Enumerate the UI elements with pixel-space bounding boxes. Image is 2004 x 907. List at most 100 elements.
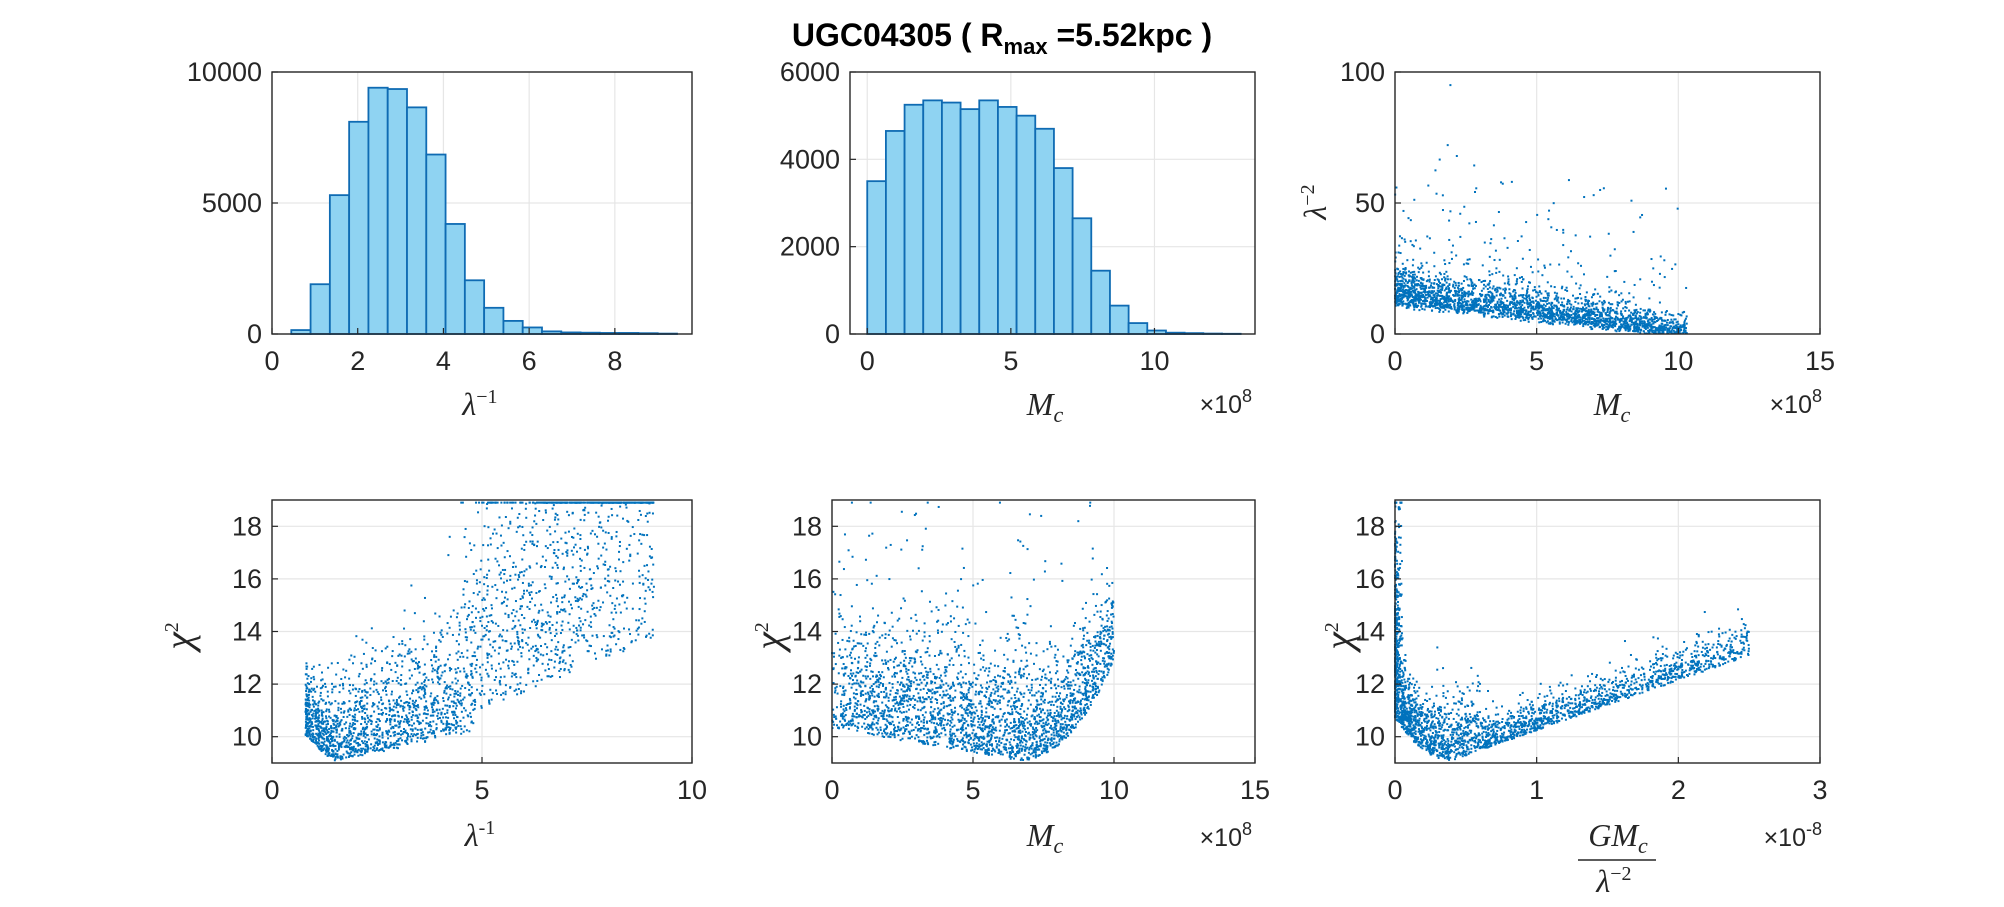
scatter-mc-lambda2-point bbox=[1578, 321, 1581, 324]
scatter-lambda-chi2-point bbox=[470, 670, 473, 673]
scatter-lambda-chi2-point bbox=[540, 678, 543, 681]
scatter-lambda-chi2-point bbox=[586, 501, 589, 504]
scatter-mc-lambda2-point bbox=[1658, 272, 1661, 275]
scatter-lambda-chi2-point bbox=[629, 534, 632, 537]
scatter-mc-lambda2-point bbox=[1433, 251, 1436, 254]
scatter-mc-lambda2-point bbox=[1685, 315, 1688, 318]
scatter-mc-lambda2-point bbox=[1590, 310, 1593, 313]
scatter-lambda-chi2-point bbox=[597, 542, 600, 545]
scatter-mc-lambda2-point bbox=[1421, 302, 1424, 305]
scatter-mc-lambda2-point bbox=[1650, 316, 1653, 319]
scatter-lambda-chi2-point bbox=[435, 646, 438, 649]
scatter-lambda-chi2-point bbox=[521, 640, 524, 643]
scatter-lambda-chi2-point bbox=[390, 727, 393, 730]
scatter-lambda-chi2-point bbox=[347, 735, 350, 738]
scatter-mc-lambda2-point bbox=[1448, 289, 1451, 292]
scatter-lambda-chi2-point bbox=[366, 714, 369, 717]
scatter-lambda-chi2-point bbox=[411, 689, 414, 692]
scatter-mc-lambda2-point bbox=[1572, 312, 1575, 315]
scatter-mc-lambda2-point bbox=[1434, 169, 1437, 172]
scatter-mc-lambda2-point bbox=[1590, 302, 1593, 305]
scatter-mc-lambda2-point bbox=[1506, 312, 1509, 315]
scatter-lambda-chi2-point bbox=[390, 668, 393, 671]
scatter-lambda-chi2-point bbox=[337, 706, 340, 709]
scatter-lambda-chi2-point bbox=[460, 704, 463, 707]
scatter-mc-lambda2-point bbox=[1482, 280, 1485, 283]
scatter-lambda-chi2-point bbox=[388, 707, 391, 710]
scatter-lambda-chi2-point bbox=[474, 667, 477, 670]
scatter-lambda-chi2-point bbox=[334, 757, 337, 760]
scatter-lambda-chi2-point bbox=[403, 706, 406, 709]
scatter-mc-lambda2-point bbox=[1487, 291, 1490, 294]
scatter-lambda-chi2-point bbox=[307, 725, 310, 728]
scatter-lambda-chi2-point bbox=[393, 743, 396, 746]
scatter-lambda-chi2-point bbox=[537, 611, 540, 614]
scatter-mc-lambda2-point bbox=[1577, 302, 1580, 305]
scatter-lambda-chi2-point bbox=[378, 701, 381, 704]
scatter-lambda-chi2-point bbox=[312, 738, 315, 741]
scatter-mc-lambda2-point bbox=[1542, 318, 1545, 321]
scatter-lambda-chi2-point bbox=[460, 702, 463, 705]
scatter-lambda-chi2-point bbox=[335, 719, 338, 722]
scatter-lambda-chi2-point bbox=[556, 612, 559, 615]
scatter-mc-lambda2-point bbox=[1526, 302, 1529, 305]
scatter-lambda-chi2-point bbox=[464, 603, 467, 606]
scatter-mc-lambda2-point bbox=[1502, 288, 1505, 291]
scatter-lambda-chi2-point bbox=[509, 686, 512, 689]
scatter-lambda-chi2-point bbox=[370, 730, 373, 733]
scatter-lambda-chi2-point bbox=[470, 673, 473, 676]
scatter-lambda-chi2-point bbox=[378, 748, 381, 751]
scatter-lambda-chi2-point bbox=[612, 635, 615, 638]
scatter-lambda-chi2-point bbox=[326, 695, 329, 698]
scatter-mc-lambda2-point bbox=[1643, 326, 1646, 329]
scatter-lambda-chi2-point bbox=[353, 655, 356, 658]
scatter-lambda-chi2-point bbox=[338, 684, 341, 687]
scatter-lambda-chi2-point bbox=[498, 564, 501, 567]
scatter-lambda-chi2-point bbox=[324, 685, 327, 688]
scatter-mc-lambda2-point bbox=[1549, 313, 1552, 316]
scatter-mc-lambda2-point bbox=[1460, 298, 1463, 301]
scatter-lambda-chi2-point bbox=[361, 754, 364, 757]
scatter-lambda-chi2-point bbox=[625, 547, 628, 550]
scatter-lambda-chi2-point bbox=[376, 729, 379, 732]
scatter-mc-lambda2-point bbox=[1600, 311, 1603, 314]
scatter-lambda-chi2-point bbox=[472, 699, 475, 702]
scatter-mc-lambda2-point bbox=[1441, 194, 1444, 197]
scatter-lambda-chi2-point bbox=[464, 631, 467, 634]
scatter-lambda-chi2-point bbox=[566, 549, 569, 552]
scatter-mc-lambda2-point bbox=[1624, 328, 1627, 331]
scatter-mc-lambda2-point bbox=[1602, 317, 1605, 320]
scatter-lambda-chi2-point bbox=[607, 519, 610, 522]
scatter-mc-lambda2-point bbox=[1635, 312, 1638, 315]
scatter-mc-lambda2-point bbox=[1453, 306, 1456, 309]
scatter-mc-lambda2-point bbox=[1513, 310, 1516, 313]
scatter-mc-lambda2-point bbox=[1400, 286, 1403, 289]
scatter-lambda-chi2-point bbox=[462, 716, 465, 719]
scatter-mc-lambda2-point bbox=[1460, 296, 1463, 299]
scatter-mc-lambda2-point bbox=[1438, 299, 1441, 302]
scatter-lambda-chi2-point bbox=[348, 713, 351, 716]
scatter-lambda-chi2-point bbox=[490, 620, 493, 623]
scatter-mc-lambda2-point bbox=[1446, 144, 1449, 147]
scatter-lambda-chi2-point bbox=[490, 667, 493, 670]
scatter-mc-lambda2-point bbox=[1590, 322, 1593, 325]
scatter-mc-lambda2-point bbox=[1490, 291, 1493, 294]
scatter-mc-lambda2-point bbox=[1466, 311, 1469, 314]
scatter-lambda-chi2-point bbox=[408, 712, 411, 715]
scatter-lambda-chi2-point bbox=[431, 678, 434, 681]
scatter-lambda-chi2-point bbox=[539, 501, 542, 504]
scatter-mc-lambda2-point bbox=[1523, 301, 1526, 304]
scatter-mc-lambda2-point bbox=[1406, 292, 1409, 295]
scatter-lambda-chi2-point bbox=[520, 605, 523, 608]
scatter-lambda-chi2-point bbox=[531, 581, 534, 584]
scatter-lambda-chi2-point bbox=[313, 678, 316, 681]
scatter-mc-lambda2-point bbox=[1432, 305, 1435, 308]
scatter-lambda-chi2-point bbox=[364, 718, 367, 721]
scatter-lambda-chi2-point bbox=[394, 741, 397, 744]
scatter-mc-lambda2-point bbox=[1395, 301, 1398, 304]
scatter-mc-lambda2-point bbox=[1455, 154, 1458, 157]
scatter-mc-lambda2-point bbox=[1567, 317, 1570, 320]
scatter-mc-lambda2-point bbox=[1620, 300, 1623, 303]
scatter-mc-lambda2-point bbox=[1587, 304, 1590, 307]
